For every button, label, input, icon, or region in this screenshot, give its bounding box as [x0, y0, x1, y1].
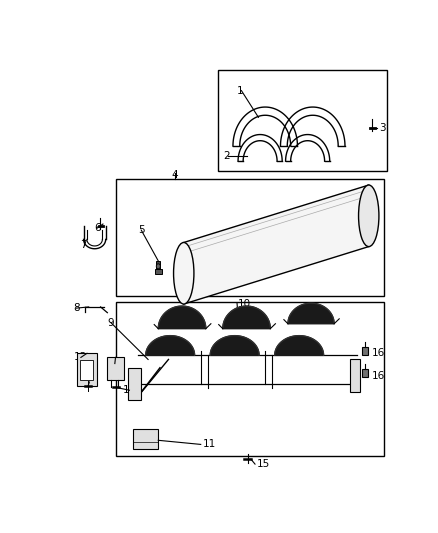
Bar — [362, 347, 368, 354]
Text: 4: 4 — [172, 170, 179, 180]
Text: 7: 7 — [80, 239, 87, 249]
Bar — [116, 179, 384, 296]
Text: 2: 2 — [223, 151, 230, 161]
Bar — [133, 429, 158, 448]
Bar — [218, 70, 387, 171]
Polygon shape — [158, 306, 206, 329]
Bar — [128, 368, 141, 400]
Text: 11: 11 — [202, 439, 215, 449]
Text: 15: 15 — [257, 459, 270, 469]
Text: 3: 3 — [379, 123, 385, 133]
Text: 8: 8 — [74, 303, 80, 313]
Bar — [155, 269, 162, 274]
Text: 10: 10 — [238, 299, 251, 309]
Polygon shape — [288, 303, 334, 324]
Text: 12: 12 — [107, 359, 120, 368]
Ellipse shape — [359, 185, 379, 247]
Text: 16: 16 — [372, 371, 385, 381]
Polygon shape — [184, 185, 369, 304]
Bar — [350, 359, 360, 392]
Bar — [156, 261, 160, 269]
Polygon shape — [146, 336, 194, 356]
Bar — [116, 302, 384, 456]
Bar — [107, 358, 124, 380]
Text: 16: 16 — [372, 348, 385, 358]
Ellipse shape — [173, 243, 194, 304]
Polygon shape — [223, 306, 270, 329]
Bar — [77, 353, 97, 386]
Text: 14: 14 — [123, 385, 136, 395]
Circle shape — [156, 264, 160, 269]
Bar — [80, 360, 93, 380]
Text: 1: 1 — [237, 86, 243, 95]
Text: 6: 6 — [94, 223, 100, 233]
Polygon shape — [275, 336, 324, 356]
Text: 5: 5 — [138, 225, 145, 235]
Text: 14: 14 — [82, 377, 95, 387]
Bar — [362, 369, 368, 377]
Text: 9: 9 — [107, 318, 114, 327]
Text: 13: 13 — [74, 352, 87, 362]
Polygon shape — [210, 336, 259, 356]
